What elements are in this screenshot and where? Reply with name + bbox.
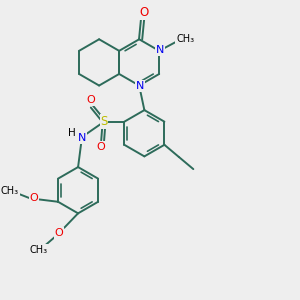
Text: O: O [97,142,106,152]
Text: O: O [87,95,95,105]
Text: O: O [139,6,148,19]
Text: S: S [100,115,108,128]
Text: CH₃: CH₃ [1,186,19,197]
Text: CH₃: CH₃ [176,34,194,44]
Text: N: N [78,133,86,143]
Text: N: N [136,81,144,91]
Text: H: H [68,128,75,138]
Text: O: O [55,228,63,238]
Text: CH₃: CH₃ [30,245,48,255]
Text: O: O [30,193,38,203]
Text: N: N [156,45,164,55]
